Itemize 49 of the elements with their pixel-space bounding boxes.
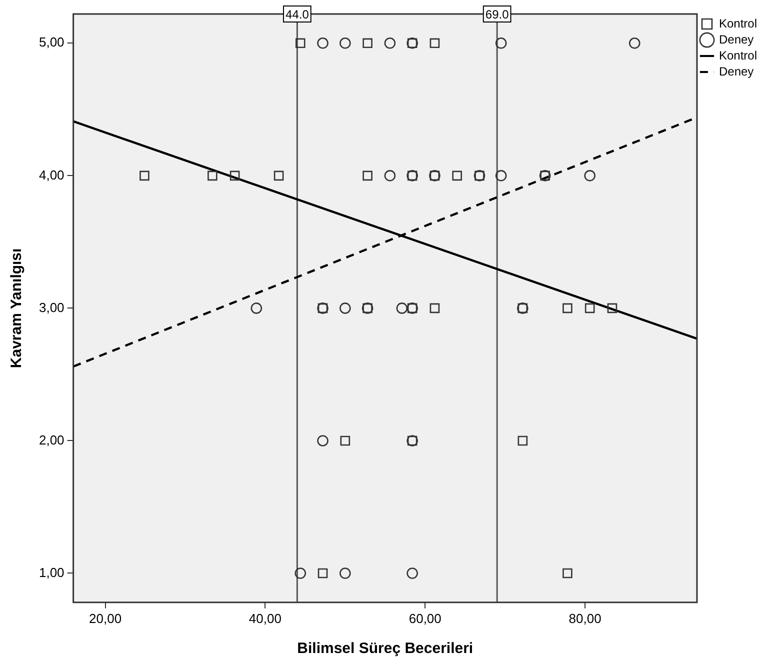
y-axis-title: Kavram Yanılgısı: [8, 248, 26, 368]
point: [317, 38, 328, 49]
point: [340, 38, 351, 49]
legend-label: Deney: [718, 64, 754, 78]
point: [562, 568, 572, 578]
point: [250, 302, 262, 314]
point: [208, 170, 218, 181]
x-tick-label: 40,00: [248, 610, 282, 626]
point: [607, 303, 618, 314]
point: [628, 38, 640, 49]
point: [430, 38, 440, 48]
point: [430, 303, 440, 314]
point: [495, 170, 507, 182]
point: [230, 170, 240, 181]
point: [562, 303, 572, 314]
y-tick-label: 4,00: [38, 167, 64, 182]
ref-line-label: 44.0: [286, 7, 310, 22]
point: [295, 38, 306, 48]
y-tick-label: 1,00: [38, 564, 64, 580]
point: [452, 170, 462, 181]
point: [340, 568, 351, 579]
point: [362, 38, 372, 48]
point: [140, 170, 150, 181]
point: [396, 302, 408, 314]
point: [384, 38, 396, 49]
point: [318, 568, 328, 578]
ref-line-label: 69.0: [485, 7, 510, 22]
point: [384, 170, 396, 182]
point: [274, 170, 284, 181]
legend-label: Kontrol: [718, 16, 758, 30]
point: [362, 170, 372, 181]
point: [495, 38, 507, 49]
point: [317, 435, 328, 446]
x-tick-label: 60,00: [408, 610, 442, 626]
x-axis-title: Bilimsel Süreç Becerileri: [297, 640, 474, 658]
x-tick-label: 80,00: [568, 610, 602, 626]
point: [406, 568, 418, 579]
x-tick-label: 20,00: [89, 610, 122, 626]
point: [294, 568, 306, 579]
point: [518, 436, 528, 446]
legend-label: Kontrol: [718, 48, 758, 62]
y-tick-label: 2,00: [38, 432, 64, 448]
point: [584, 303, 595, 314]
point: [340, 436, 350, 446]
legend-label: Deney: [718, 32, 754, 46]
point: [340, 302, 351, 314]
y-tick-label: 3,00: [38, 300, 64, 315]
y-tick-label: 5,00: [38, 34, 64, 50]
point: [584, 170, 596, 182]
